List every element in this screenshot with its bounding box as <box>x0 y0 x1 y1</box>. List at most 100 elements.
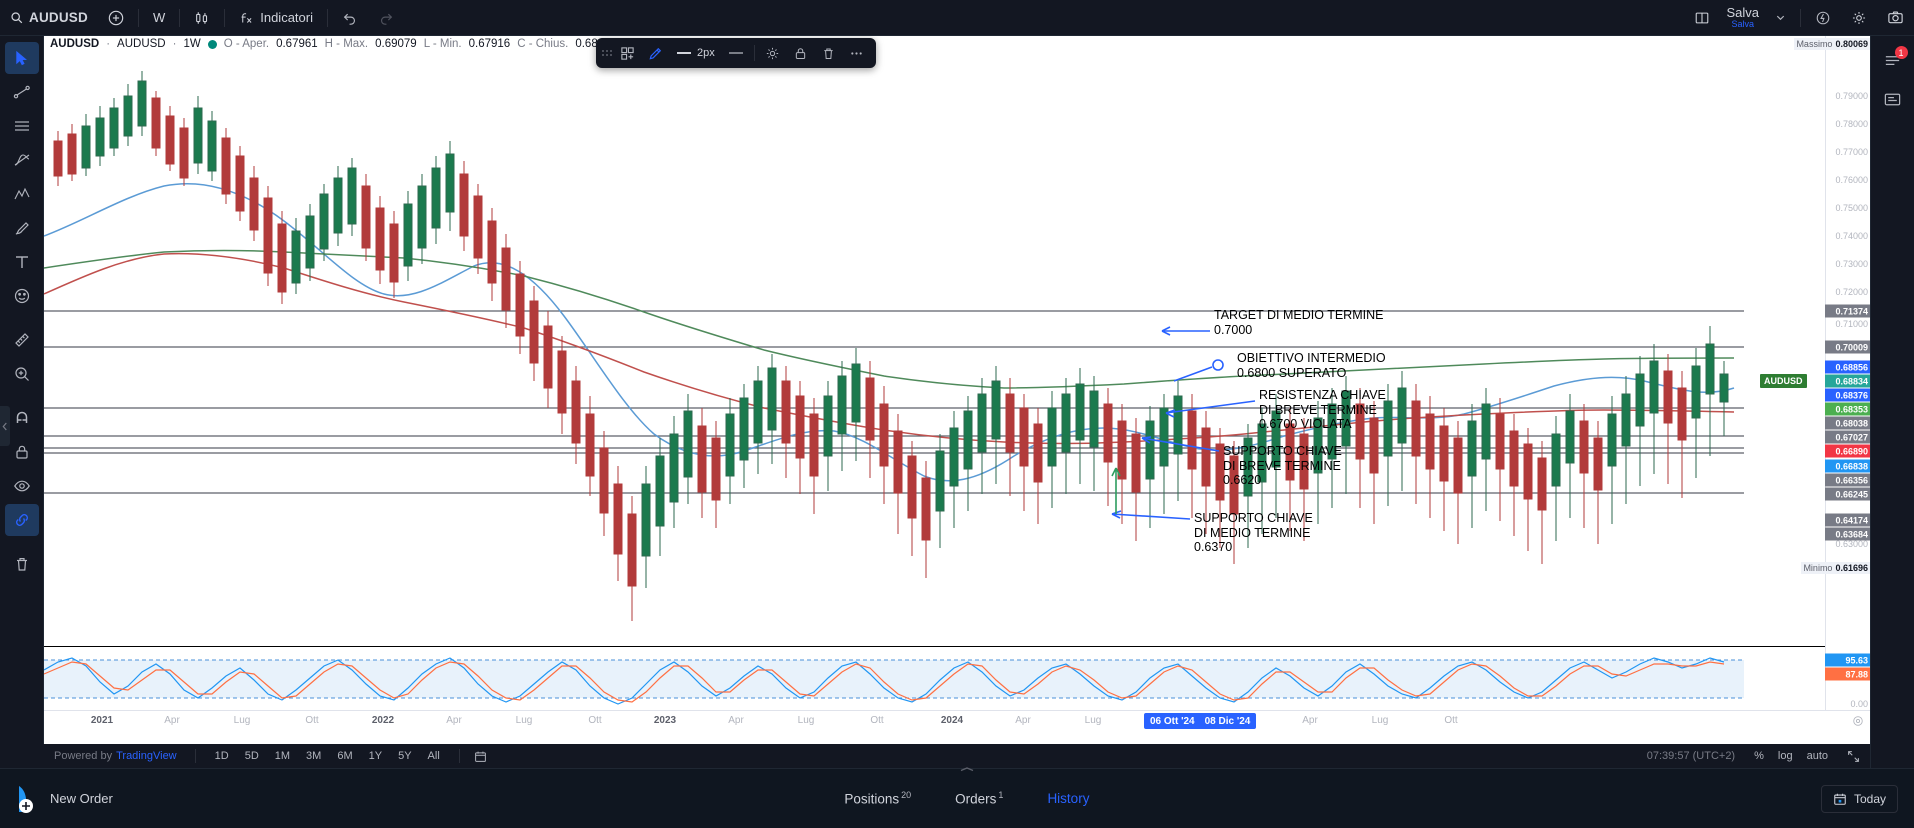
drawing-settings-button[interactable] <box>760 41 786 65</box>
indicators-label: Indicatori <box>260 10 313 25</box>
price-label: 0.66890 <box>1825 444 1870 458</box>
timeframe-5d[interactable]: 5D <box>244 750 259 762</box>
save-menu-button[interactable] <box>1765 4 1796 32</box>
annotation-target-medio-termine[interactable]: TARGET DI MEDIO TERMINE 0.7000 <box>1214 308 1383 337</box>
remove-drawings-tool[interactable] <box>5 548 39 580</box>
fullscreen-icon[interactable] <box>1847 750 1860 763</box>
symbol-search-button[interactable]: AUDUSD <box>0 4 98 32</box>
measure-tool[interactable] <box>5 324 39 356</box>
today-button[interactable]: Today <box>1820 784 1898 813</box>
auto-scale-button[interactable]: auto <box>1806 750 1828 762</box>
legend-description: AUDUSD <box>117 38 166 50</box>
interval-button[interactable]: W <box>143 4 175 32</box>
templates-button[interactable] <box>614 41 640 65</box>
trend-line-icon <box>13 83 31 101</box>
more-icon <box>849 46 864 61</box>
layout-button[interactable] <box>1684 4 1720 32</box>
high-price-marker: Massimo 0.80069 <box>1794 38 1870 50</box>
percent-scale-button[interactable]: % <box>1754 750 1764 762</box>
oscillator-pane[interactable] <box>44 648 1825 710</box>
timeframe-1y[interactable]: 1Y <box>368 750 383 762</box>
tradingview-link[interactable]: TradingView <box>116 750 177 762</box>
timeframe-5y[interactable]: 5Y <box>398 750 412 762</box>
undo-button[interactable] <box>332 4 368 32</box>
quick-action-button[interactable] <box>1805 4 1841 32</box>
legend-h-label: H - Max. <box>324 38 369 50</box>
add-symbol-button[interactable] <box>98 4 134 32</box>
price-pane[interactable]: TARGET DI MEDIO TERMINE 0.7000 OBIETTIVO… <box>44 36 1825 646</box>
price-scale[interactable]: Massimo 0.80069 0.79000 0.78000 0.77000 … <box>1794 36 1870 710</box>
drawing-toolbar-floating[interactable]: 2px <box>596 38 876 68</box>
tab-orders[interactable]: Orders 1 <box>953 786 1005 811</box>
watchlist-panel-button[interactable]: 1 <box>1876 44 1910 78</box>
indicators-button[interactable]: Indicatori <box>229 4 323 32</box>
line-width-label: 2px <box>697 47 715 59</box>
price-label: 0.68856 <box>1825 360 1870 374</box>
cursor-tool[interactable] <box>4 42 39 74</box>
calendar-icon[interactable] <box>474 750 487 763</box>
magnet-tool[interactable] <box>5 402 39 434</box>
price-tick: 0.77000 <box>1835 147 1868 157</box>
annotation-supporto-chiave-breve[interactable]: SUPPORTO CHIAVE DI BREVE TERMINE 0.6620 <box>1223 444 1342 488</box>
tab-positions[interactable]: Positions 20 <box>842 786 913 811</box>
tab-history[interactable]: History <box>1045 787 1091 810</box>
timeframe-1d[interactable]: 1D <box>214 750 229 762</box>
date-range-badge[interactable]: 06 Ott '24 08 Dic '24 <box>1144 713 1257 729</box>
time-scale-settings-button[interactable] <box>1852 715 1864 727</box>
chart-area[interactable]: TARGET DI MEDIO TERMINE 0.7000 OBIETTIVO… <box>44 36 1870 744</box>
timeframe-1m[interactable]: 1M <box>274 750 291 762</box>
zoom-tool[interactable] <box>5 358 39 390</box>
ruler-icon <box>13 331 31 349</box>
hide-drawings-tool[interactable] <box>5 470 39 502</box>
oscillator-k-line <box>44 657 1725 705</box>
lock-tool[interactable] <box>5 436 39 468</box>
pattern-tool[interactable] <box>5 178 39 210</box>
timeframe-all[interactable]: All <box>427 750 440 762</box>
high-label: Massimo <box>1796 39 1833 49</box>
snapshot-button[interactable] <box>1877 4 1914 32</box>
annotation-resistenza-chiave[interactable]: RESISTENZA CHIAVE DI BREVE TERMINE 0.670… <box>1259 388 1386 432</box>
divider <box>326 8 328 27</box>
fib-tool[interactable] <box>5 144 39 176</box>
lock-drawing-button[interactable] <box>788 41 814 65</box>
time-tick: Ott <box>870 715 884 726</box>
redo-button[interactable] <box>368 4 404 32</box>
chart-style-button[interactable] <box>184 4 220 32</box>
time-scale[interactable]: 2021 Apr Lug Ott 2022 Apr Lug Ott 2023 A… <box>44 710 1870 730</box>
drag-handle-icon[interactable] <box>602 44 612 62</box>
line-style-button[interactable] <box>723 41 749 65</box>
time-tick: Lug <box>233 715 251 726</box>
brush-tool[interactable] <box>5 212 39 244</box>
price-tick: 0.73000 <box>1835 259 1868 269</box>
news-panel-button[interactable] <box>1876 82 1910 116</box>
price-label: 0.66356 <box>1825 473 1870 487</box>
timeframe-3m[interactable]: 3M <box>306 750 322 762</box>
panel-collapse-handle[interactable] <box>955 766 979 772</box>
settings-button[interactable] <box>1841 4 1877 32</box>
chart-status-bar: Powered by TradingView 1D 5D 1M 3M 6M 1Y… <box>44 744 1870 768</box>
pane-separator[interactable] <box>44 646 1825 647</box>
oscillator-zero-tick: 0.00 <box>1850 699 1868 709</box>
log-scale-button[interactable]: log <box>1777 750 1793 762</box>
annotation-obiettivo-intermedio[interactable]: OBIETTIVO INTERMEDIO 0.6800 SUPERATO <box>1237 351 1386 380</box>
shapes-tool[interactable] <box>5 280 39 312</box>
stay-in-drawing-mode-tool[interactable] <box>4 504 39 536</box>
time-tick: Lug <box>515 715 533 726</box>
camera-icon <box>1887 9 1904 26</box>
oscillator-d-line <box>44 661 1725 703</box>
new-order-button[interactable]: New Order <box>14 784 113 814</box>
horizontal-lines-tool[interactable] <box>5 110 39 142</box>
line-width-button[interactable]: 2px <box>670 41 721 65</box>
text-tool[interactable] <box>5 246 39 278</box>
color-picker-button[interactable] <box>642 41 668 65</box>
trend-line-tool[interactable] <box>5 76 39 108</box>
save-button[interactable]: Salva Salva <box>1720 6 1765 29</box>
more-options-button[interactable] <box>844 41 870 65</box>
toolbar-collapse-handle[interactable] <box>0 406 10 446</box>
annotation-supporto-chiave-medio[interactable]: SUPPORTO CHIAVE DI MEDIO TERMINE 0.6370 <box>1194 511 1313 555</box>
timeframe-6m[interactable]: 6M <box>337 750 353 762</box>
time-tick: Lug <box>1371 715 1389 726</box>
price-chart-svg <box>44 36 1825 646</box>
delete-drawing-button[interactable] <box>816 41 842 65</box>
chart-legend[interactable]: AUDUSD · AUDUSD · 1W O - Aper. 0.67961 H… <box>50 38 726 50</box>
